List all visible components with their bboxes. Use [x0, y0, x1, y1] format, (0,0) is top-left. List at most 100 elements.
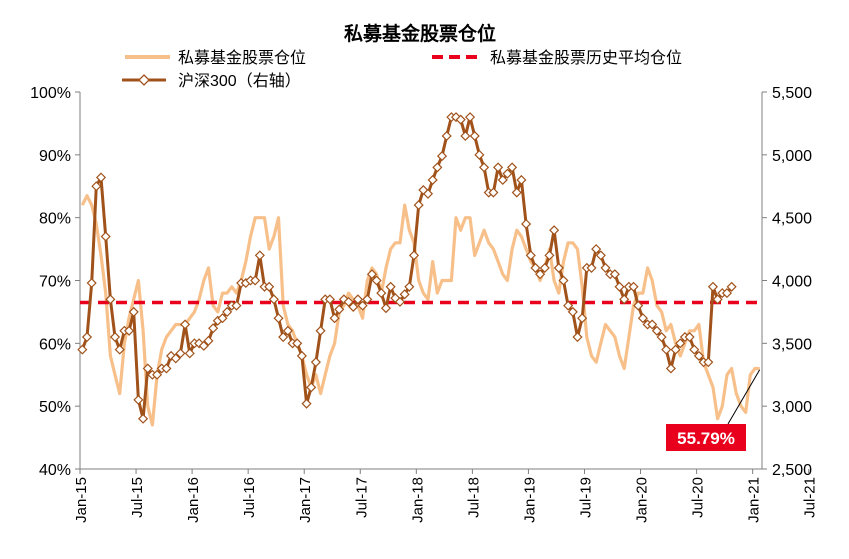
- csi300-point: [432, 162, 443, 173]
- csi300-point: [614, 281, 625, 292]
- csi300-point: [469, 130, 480, 142]
- left-tick-label: 90%: [39, 148, 71, 165]
- csi300-point: [441, 130, 452, 142]
- csi300-point: [175, 348, 186, 359]
- csi300-point: [301, 398, 312, 409]
- csi300-point: [399, 289, 410, 300]
- csi300-point: [595, 250, 606, 261]
- csi300-point: [530, 262, 541, 273]
- x-tick-label: Jul-15: [129, 477, 146, 518]
- csi300-point: [222, 306, 233, 317]
- csi300-point: [161, 363, 172, 374]
- csi300-point: [343, 296, 354, 307]
- csi300-point: [91, 181, 102, 192]
- csi300-point: [651, 325, 662, 336]
- csi300-point: [661, 344, 672, 355]
- csi300-point: [371, 275, 382, 286]
- csi300-point: [521, 218, 532, 229]
- csi300-point: [460, 130, 471, 142]
- csi300-point: [422, 188, 434, 199]
- x-tick-label: Jan-16: [185, 477, 202, 523]
- csi300-point: [511, 187, 522, 198]
- csi300-point: [128, 306, 139, 317]
- csi300-point: [296, 350, 307, 361]
- legend-marker-index: [138, 74, 150, 86]
- csi300-point: [693, 350, 704, 361]
- csi300-point: [488, 187, 499, 198]
- left-tick-label: 70%: [39, 274, 71, 291]
- csi300-point: [362, 294, 373, 305]
- callout: 55.79%: [666, 369, 761, 451]
- csi300-point: [324, 294, 335, 305]
- csi300-point: [670, 344, 681, 355]
- csi300-point: [455, 114, 466, 125]
- csi300-point: [404, 281, 415, 292]
- csi300-point: [282, 325, 293, 336]
- x-tick-label: Jul-17: [353, 477, 370, 518]
- csi300-point: [493, 162, 504, 173]
- csi300-point: [675, 338, 686, 349]
- chart-title: 私募基金股票仓位: [344, 22, 496, 45]
- csi300-point: [619, 294, 630, 305]
- csi300-point: [413, 200, 424, 211]
- csi300-point: [315, 325, 326, 336]
- csi300-point: [109, 332, 121, 343]
- csi300-point: [464, 112, 476, 123]
- x-tick-label: Jan-18: [409, 477, 426, 523]
- series-line-private-position: [80, 194, 760, 427]
- left-tick-label: 40%: [39, 462, 71, 479]
- csi300-point: [366, 269, 378, 280]
- csi300-point: [479, 162, 490, 173]
- csi300-point: [123, 325, 135, 336]
- csi300-point: [436, 151, 448, 162]
- csi300-point: [114, 344, 125, 355]
- csi300-point: [348, 301, 359, 312]
- csi300-point: [142, 363, 153, 374]
- csi300-point: [577, 313, 588, 324]
- right-tick-label: 4,000: [772, 274, 812, 291]
- csi300-point: [268, 294, 279, 305]
- csi300-point: [376, 288, 387, 299]
- csi300-point: [380, 303, 392, 314]
- csi300-point: [152, 369, 163, 380]
- left-tick-label: 50%: [39, 399, 71, 416]
- csi300-point: [502, 168, 513, 179]
- csi300-point: [180, 319, 191, 330]
- csi300-point: [647, 319, 658, 330]
- csi300-point: [628, 281, 639, 292]
- csi300-point: [721, 288, 733, 299]
- right-tick-label: 3,000: [772, 399, 812, 416]
- csi300-point: [278, 332, 289, 343]
- legend-label-index: 沪深300（右轴）: [178, 72, 301, 90]
- csi300-point: [689, 344, 700, 355]
- csi300-point: [184, 348, 195, 359]
- csi300-point: [549, 225, 560, 236]
- csi300-point: [292, 338, 303, 349]
- left-tick-label: 100%: [30, 85, 71, 102]
- csi300-point: [726, 281, 737, 292]
- csi300-point: [254, 250, 265, 261]
- right-tick-label: 2,500: [772, 462, 812, 479]
- callout-label: 55.79%: [677, 429, 735, 448]
- axes: 40% 50% 60% 70% 80% 90% 100% 2,500 3,000 3,500 4,0…: [30, 85, 819, 523]
- legend: 私募基金股票仓位 私募基金股票历史平均仓位 沪深300（右轴）: [122, 49, 682, 90]
- csi300-point: [656, 332, 667, 343]
- legend-label-position: 私募基金股票仓位: [178, 49, 306, 67]
- x-tick-label: Jan-19: [521, 477, 538, 523]
- csi300-point: [712, 294, 723, 305]
- csi300-point: [385, 281, 396, 292]
- csi300-point: [707, 281, 719, 292]
- csi300-point: [198, 340, 209, 351]
- csi300-point: [427, 174, 438, 186]
- csi300-point: [394, 296, 406, 307]
- csi300-point: [609, 269, 620, 280]
- csi300-point: [684, 332, 695, 343]
- csi300-point: [474, 149, 485, 160]
- csi300-point: [637, 313, 648, 324]
- csi300-point: [408, 250, 420, 261]
- x-tick-label: Jul-21: [802, 477, 819, 518]
- csi300-point: [703, 357, 714, 368]
- csi300-point: [95, 172, 107, 183]
- csi300-point: [306, 382, 317, 393]
- csi300-point: [563, 300, 574, 311]
